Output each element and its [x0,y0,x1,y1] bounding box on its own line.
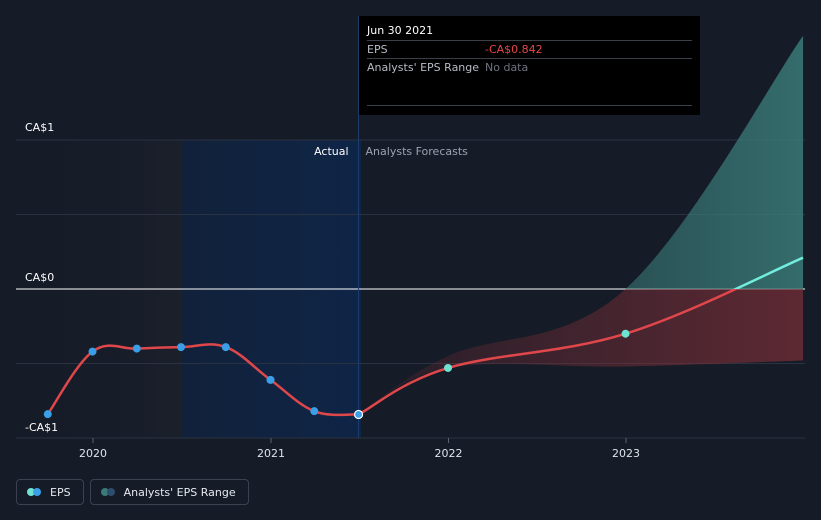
eps-point[interactable] [177,343,186,352]
eps-forecast-line [357,289,739,416]
eps-point[interactable] [132,344,141,353]
eps-swatch-icon [27,488,43,496]
legend-eps-label: EPS [50,485,71,499]
eps-point[interactable] [353,409,364,420]
x-tick-label: 2022 [435,447,463,460]
tooltip-date: Jun 30 2021 [367,24,434,37]
eps-forecast-point[interactable] [444,363,453,372]
tooltip-range-value: No data [485,61,529,74]
legend-range-label: Analysts' EPS Range [123,485,236,499]
legend-range-button[interactable]: Analysts' EPS Range [89,479,249,505]
y-tick-label: CA$0 [25,271,54,284]
range-swatch-icon [100,488,117,496]
y-tick-label: -CA$1 [25,421,58,434]
tooltip-range-label: Analysts' EPS Range [367,61,480,74]
tooltip-row-eps: EPS -CA$0.842 [367,40,692,58]
eps-point[interactable] [266,375,275,384]
eps-point[interactable] [310,407,319,416]
range-band-positive [625,35,804,289]
y-tick-label: CA$1 [25,121,54,134]
eps-point[interactable] [43,410,52,419]
eps-point[interactable] [88,347,97,356]
range-band-negative [358,289,804,415]
actual-label: Actual [314,145,348,158]
x-tick-label: 2021 [257,447,285,460]
eps-point[interactable] [221,343,230,352]
tooltip-eps-label: EPS [367,43,388,56]
tooltip-eps-value: -CA$0.842 [485,43,543,56]
legend-eps-button[interactable]: EPS [16,479,84,505]
forecast-label: Analysts Forecasts [366,145,469,158]
x-tick-label: 2020 [79,447,107,460]
tooltip-row-range: Analysts' EPS Range No data [367,58,692,76]
x-tick-label: 2023 [612,447,640,460]
tooltip-divider [367,105,692,106]
eps-forecast-point[interactable] [621,329,630,338]
tooltip: Jun 30 2021 EPS -CA$0.842 Analysts' EPS … [359,16,700,115]
legend: EPS Analysts' EPS Range [16,479,249,507]
